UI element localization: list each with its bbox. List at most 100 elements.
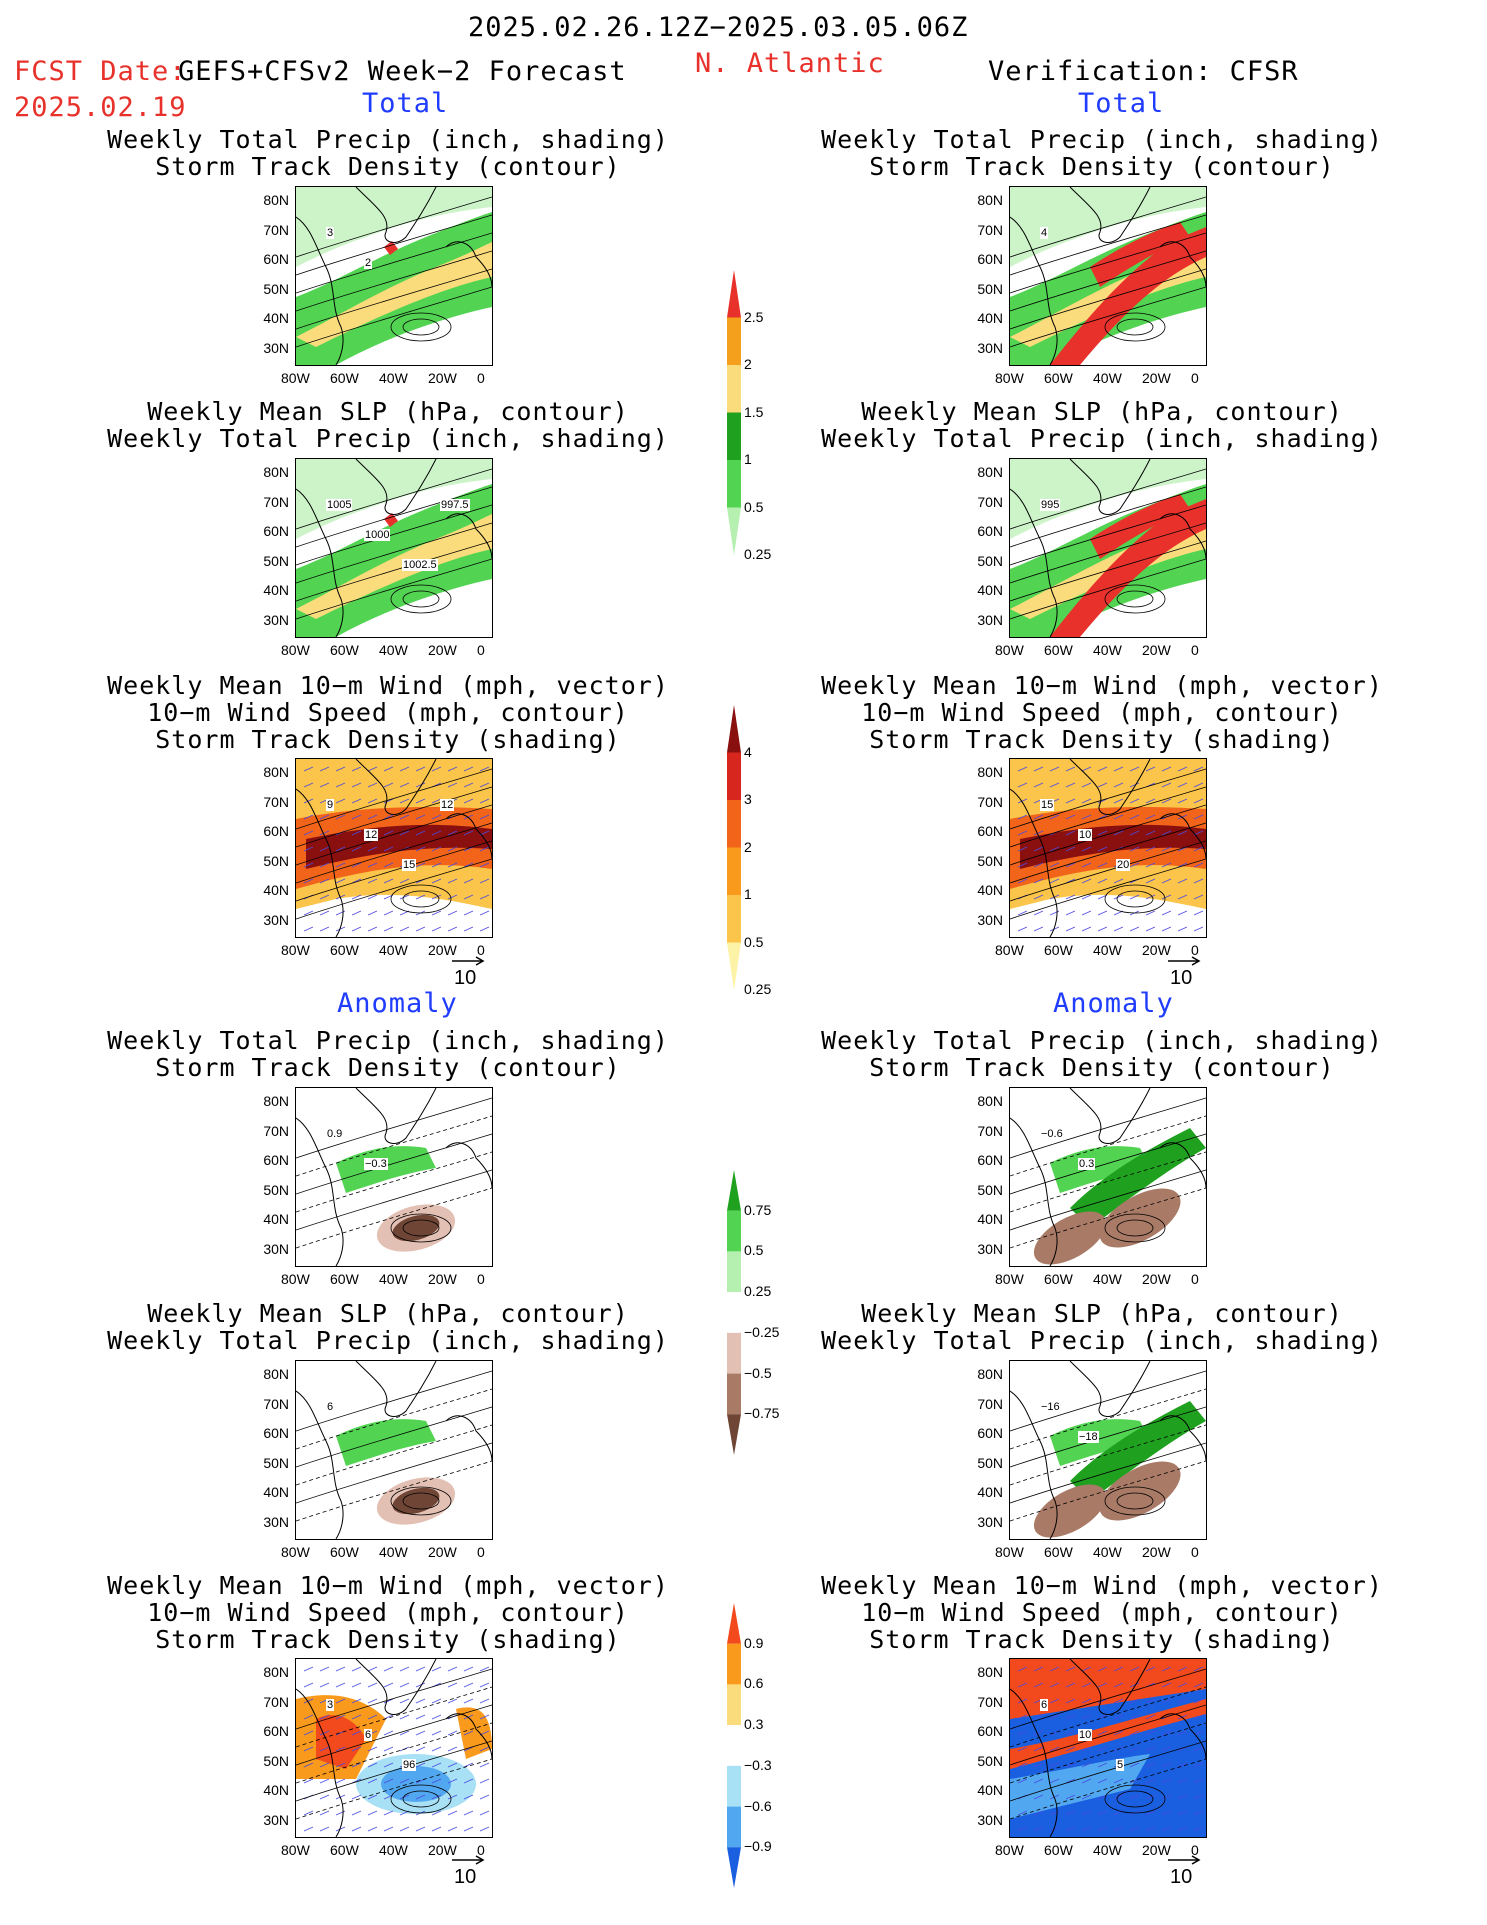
lon-tick-label: 20W	[1142, 1842, 1171, 1858]
lon-tick-label: 0	[1191, 1842, 1199, 1858]
lon-tick-label: 80W	[995, 1842, 1024, 1858]
lat-tick-label: 70N	[977, 1122, 1003, 1139]
lat-tick-label: 50N	[263, 1454, 289, 1471]
lon-tick-label: 0	[477, 1842, 485, 1858]
lon-tick-label: 40W	[1093, 642, 1122, 658]
lat-tick-label: 40N	[977, 882, 1003, 898]
contour-label: 15	[402, 859, 417, 871]
panel-title-line: Weekly Total Precip (inch, shading)	[107, 125, 669, 154]
contour-label: −0.6	[1040, 1128, 1064, 1140]
lat-tick-label: 30N	[263, 911, 289, 928]
lat-tick-label: 50N	[977, 552, 1003, 569]
lon-tick-label: 80W	[281, 370, 310, 386]
lon-tick-label: 0	[1191, 370, 1199, 386]
lon-tick-label: 60W	[1044, 1544, 1073, 1560]
lon-tick-label: 20W	[428, 642, 457, 658]
contour-label: −18	[1078, 1431, 1099, 1443]
lat-tick-label: 50N	[263, 1181, 289, 1198]
lat-tick-label: 30N	[263, 339, 289, 356]
section-anomaly-left: Anomaly	[337, 988, 458, 1019]
lon-tick-label: 40W	[379, 1544, 408, 1560]
lon-tick-label: 60W	[1044, 1271, 1073, 1287]
panel-title-line: Storm Track Density (contour)	[869, 1053, 1335, 1082]
contour-label: 10	[1078, 829, 1093, 841]
lat-tick-label: 50N	[977, 1181, 1003, 1198]
contour-label: 995	[1040, 499, 1061, 511]
contour-label: 20	[1116, 859, 1131, 871]
lon-tick-label: 60W	[330, 1544, 359, 1560]
lon-tick-label: 20W	[428, 1842, 457, 1858]
colorbar-label: 0.25	[744, 546, 772, 562]
lat-tick-label: 30N	[977, 339, 1003, 356]
map-panel: 3 6 96	[295, 1658, 493, 1838]
colorbar-label: −0.25	[744, 1323, 780, 1340]
lat-tick-label: 30N	[263, 611, 289, 628]
lat-tick-label: 40N	[263, 882, 289, 898]
panel-title-line: Weekly Mean 10−m Wind (mph, vector)	[107, 671, 669, 700]
lat-tick-label: 60N	[977, 1152, 1003, 1168]
lon-tick-label: 60W	[330, 942, 359, 958]
panel-title-line: 10−m Wind Speed (mph, contour)	[147, 1598, 629, 1627]
lon-tick-label: 20W	[1142, 1544, 1171, 1560]
lat-tick-label: 50N	[977, 1752, 1003, 1769]
lon-tick-label: 20W	[428, 942, 457, 958]
fcst-product: GEFS+CFSv2 Week−2 Forecast	[178, 56, 627, 87]
fcst-date-label: FCST Date:	[14, 56, 187, 87]
contour-label: 6	[1040, 1699, 1049, 1711]
panel-title-line: Weekly Mean 10−m Wind (mph, vector)	[821, 671, 1383, 700]
lat-tick-label: 80N	[977, 1664, 1003, 1680]
panel-title-line: Storm Track Density (contour)	[155, 152, 621, 181]
vector-ref-value: 10	[1170, 967, 1193, 989]
lon-tick-label: 40W	[1093, 942, 1122, 958]
lat-tick-label: 60N	[977, 1425, 1003, 1441]
contour-label: 997.5	[440, 499, 470, 511]
colorbar-label: 0.75	[744, 1201, 772, 1218]
lon-tick-label: 60W	[330, 1271, 359, 1287]
colorbar-label: 4	[744, 743, 752, 760]
lat-tick-label: 30N	[977, 611, 1003, 628]
contour-label: 1005	[326, 499, 353, 511]
lon-tick-label: 0	[1191, 1271, 1199, 1287]
lat-tick-label: 80N	[263, 1093, 289, 1109]
colorbar-label: 0.9	[744, 1634, 764, 1651]
lon-tick-label: 80W	[281, 1271, 310, 1287]
lon-tick-label: 80W	[995, 1271, 1024, 1287]
lon-tick-label: 80W	[995, 642, 1024, 658]
lat-tick-label: 50N	[977, 1454, 1003, 1471]
lon-tick-label: 60W	[330, 370, 359, 386]
vector-ref-value: 10	[454, 1866, 477, 1888]
panel-title-line: Weekly Total Precip (inch, shading)	[821, 424, 1383, 453]
lon-tick-label: 80W	[281, 642, 310, 658]
map-panel: −16 −18	[1009, 1360, 1207, 1540]
lon-tick-label: 20W	[1142, 1271, 1171, 1287]
colorbar	[727, 705, 741, 990]
contour-label: 12	[364, 829, 379, 841]
lat-tick-label: 70N	[263, 221, 289, 238]
lat-tick-label: 80N	[263, 1664, 289, 1680]
lat-tick-label: 40N	[263, 582, 289, 598]
lat-tick-label: 70N	[977, 1693, 1003, 1710]
lon-tick-label: 0	[477, 942, 485, 958]
map-panel: 6 10 5	[1009, 1658, 1207, 1838]
contour-label: 9	[326, 799, 335, 811]
lat-tick-label: 50N	[977, 280, 1003, 297]
lat-tick-label: 80N	[263, 464, 289, 480]
section-total-right: Total	[1078, 88, 1165, 119]
contour-label: 6	[364, 1729, 373, 1741]
contour-label: 6	[326, 1401, 335, 1413]
panel-title-line: Storm Track Density (shading)	[869, 725, 1335, 754]
lat-tick-label: 70N	[263, 1122, 289, 1139]
map-panel: 15 10 20	[1009, 758, 1207, 938]
contour-label: 1002.5	[402, 559, 438, 571]
panel-title-line: 10−m Wind Speed (mph, contour)	[861, 1598, 1343, 1627]
lat-tick-label: 60N	[977, 523, 1003, 539]
lon-tick-label: 40W	[379, 1271, 408, 1287]
lat-tick-label: 30N	[977, 911, 1003, 928]
lon-tick-label: 20W	[428, 370, 457, 386]
panel-title-line: Weekly Total Precip (inch, shading)	[821, 1026, 1383, 1055]
lon-tick-label: 0	[1191, 1544, 1199, 1560]
lat-tick-label: 80N	[977, 1093, 1003, 1109]
lon-tick-label: 40W	[1093, 1544, 1122, 1560]
colorbar-label: 3	[744, 791, 752, 807]
lat-tick-label: 60N	[263, 1723, 289, 1739]
